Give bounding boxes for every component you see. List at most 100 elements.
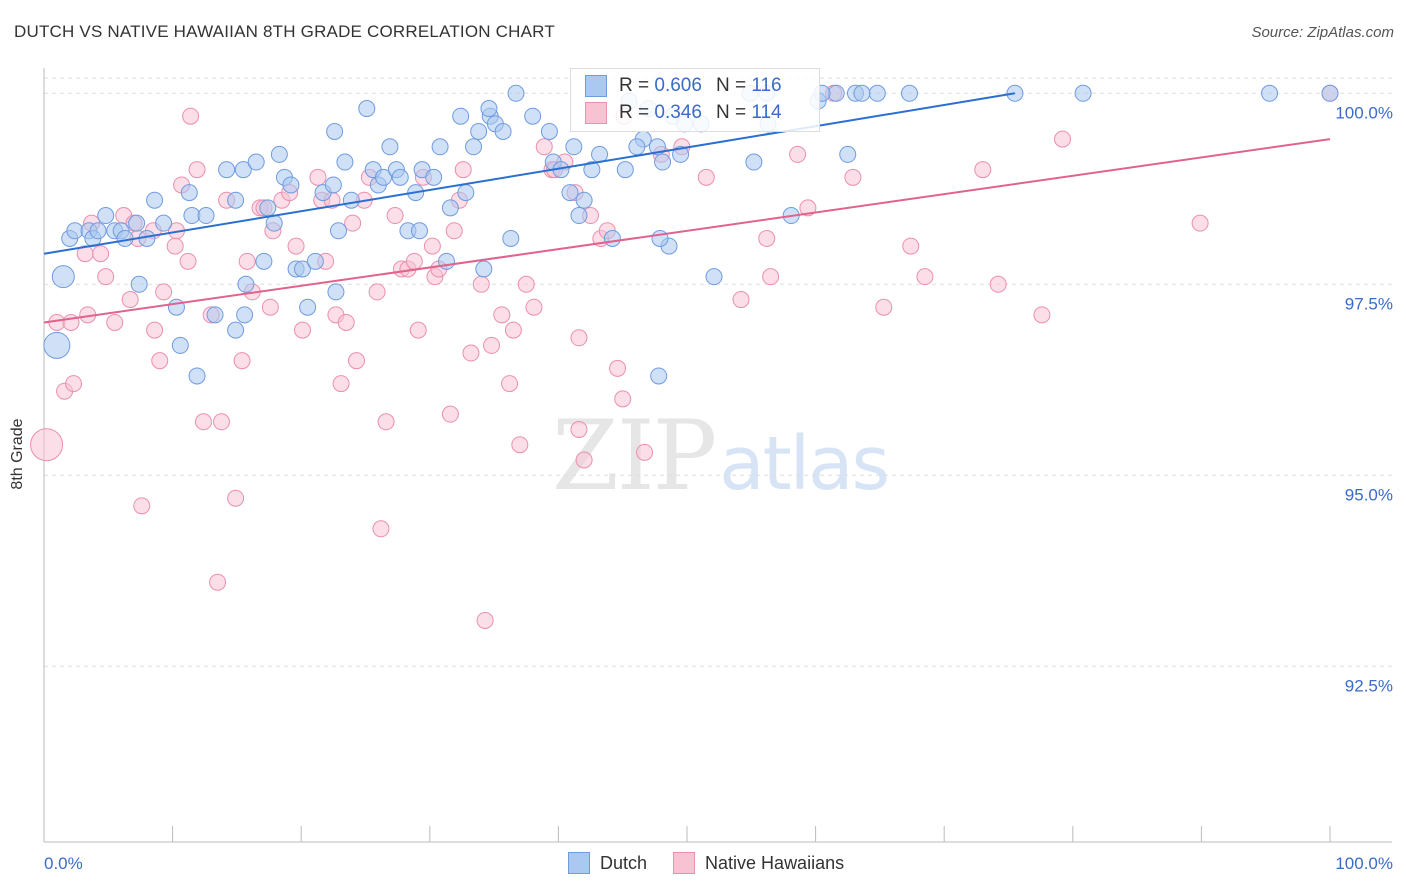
native-hawaiians-point bbox=[372, 520, 390, 538]
native-hawaiians-point bbox=[209, 573, 227, 591]
legend-item-dutch[interactable]: Dutch bbox=[568, 852, 647, 874]
native-hawaiians-point bbox=[441, 405, 459, 423]
native-hawaiians-point bbox=[233, 352, 251, 370]
dutch-point bbox=[97, 207, 115, 225]
dutch-point bbox=[745, 153, 763, 171]
dutch-point bbox=[502, 229, 520, 247]
native-hawaiians-point bbox=[182, 107, 200, 125]
dutch-point bbox=[155, 214, 173, 232]
y-tick-label: 97.5% bbox=[1345, 294, 1393, 313]
dutch-point bbox=[575, 191, 593, 209]
dutch-point bbox=[853, 84, 871, 102]
native-hawaiians-point bbox=[368, 283, 386, 301]
native-hawaiians-point bbox=[732, 291, 750, 309]
native-hawaiians-point bbox=[309, 168, 327, 186]
native-hawaiians-point bbox=[287, 237, 305, 255]
native-hawaiians-point bbox=[146, 321, 164, 339]
dutch-point bbox=[470, 122, 488, 140]
native-hawaiians-point bbox=[194, 413, 212, 431]
native-hawaiians-point bbox=[121, 291, 139, 309]
dutch-point bbox=[227, 191, 245, 209]
dutch-point bbox=[329, 222, 347, 240]
native-r-value: 0.346 bbox=[654, 102, 702, 123]
native-hawaiians-point bbox=[227, 489, 245, 507]
native-hawaiians-point bbox=[97, 268, 115, 286]
trend-lines bbox=[43, 92, 1331, 324]
dutch-point bbox=[465, 138, 483, 156]
native-hawaiians-point bbox=[1033, 306, 1051, 324]
y-axis-label: 8th Grade bbox=[9, 418, 26, 490]
dutch-point bbox=[282, 176, 300, 194]
y-tick-label: 95.0% bbox=[1345, 485, 1393, 504]
dutch-point bbox=[146, 191, 164, 209]
native-hawaiians-point bbox=[697, 168, 715, 186]
dutch-point bbox=[603, 229, 621, 247]
native-hawaiians-points bbox=[30, 84, 1339, 629]
dutch-point bbox=[236, 306, 254, 324]
dutch-point bbox=[128, 214, 146, 232]
stats-legend-dutch: R = 0.606 N = 116 bbox=[585, 74, 796, 98]
dutch-point bbox=[457, 184, 475, 202]
dutch-point bbox=[868, 84, 886, 102]
dutch-point bbox=[324, 176, 342, 194]
dutch-points bbox=[43, 84, 1339, 385]
dutch-n-value: 116 bbox=[751, 75, 782, 96]
native-hawaiians-point bbox=[238, 252, 256, 270]
native-swatch bbox=[585, 102, 607, 124]
native-hawaiians-point bbox=[875, 298, 893, 316]
native-hawaiians-point bbox=[405, 252, 423, 270]
dutch-point bbox=[218, 161, 236, 179]
legend-item-native-hawaiians[interactable]: Native Hawaiians bbox=[673, 852, 844, 874]
native-hawaiians-point bbox=[423, 237, 441, 255]
native-hawaiians-point bbox=[454, 161, 472, 179]
source-label: Source: ZipAtlas.com bbox=[1251, 24, 1394, 41]
native-hawaiians-point bbox=[65, 375, 83, 393]
native-hawaiians-point bbox=[445, 222, 463, 240]
native-hawaiians-point bbox=[758, 229, 776, 247]
tick-labels: 92.5% 95.0% 97.5% 100.0% 0.0% 100.0% bbox=[44, 103, 1393, 873]
native-hawaiians-point bbox=[344, 214, 362, 232]
native-hawaiians-point bbox=[517, 275, 535, 293]
native-legend-label: Native Hawaiians bbox=[705, 852, 845, 873]
dutch-point bbox=[475, 260, 493, 278]
axes bbox=[43, 68, 1392, 843]
native-hawaiians-point bbox=[636, 443, 654, 461]
native-hawaiians-point bbox=[476, 611, 494, 629]
dutch-point bbox=[171, 336, 189, 354]
dutch-point bbox=[270, 145, 288, 163]
native-hawaiians-point bbox=[188, 161, 206, 179]
native-hawaiians-point bbox=[166, 237, 184, 255]
dutch-r-label: R = bbox=[619, 75, 650, 96]
chart-title: DUTCH VS NATIVE HAWAIIAN 8TH GRADE CORRE… bbox=[14, 22, 555, 41]
native-hawaiians-point bbox=[293, 321, 311, 339]
dutch-point bbox=[259, 199, 277, 217]
native-hawaiians-point bbox=[501, 375, 519, 393]
dutch-point bbox=[651, 229, 669, 247]
dutch-point bbox=[381, 138, 399, 156]
watermark-atlas: atlas bbox=[719, 421, 890, 507]
dutch-point bbox=[570, 207, 588, 225]
dutch-point bbox=[411, 222, 429, 240]
dutch-point bbox=[654, 153, 672, 171]
dutch-point bbox=[441, 199, 459, 217]
dutch-point bbox=[839, 145, 857, 163]
native-legend-swatch bbox=[673, 852, 696, 874]
dutch-point bbox=[89, 222, 107, 240]
dutch-point bbox=[540, 122, 558, 140]
dutch-point bbox=[524, 107, 542, 125]
dutch-point bbox=[438, 252, 456, 270]
dutch-r-value: 0.606 bbox=[654, 75, 702, 96]
native-hawaiians-point bbox=[614, 390, 632, 408]
native-hawaiians-point bbox=[570, 329, 588, 347]
dutch-point bbox=[900, 84, 918, 102]
dutch-point bbox=[197, 207, 215, 225]
dutch-point bbox=[255, 252, 273, 270]
dutch-trend-line bbox=[43, 92, 1016, 255]
stats-legend-native: R = 0.346 N = 114 bbox=[585, 101, 796, 125]
native-n-value: 114 bbox=[751, 102, 782, 123]
native-hawaiians-trend-line bbox=[43, 138, 1331, 324]
native-hawaiians-point bbox=[332, 375, 350, 393]
native-hawaiians-point bbox=[789, 145, 807, 163]
native-hawaiians-point bbox=[1191, 214, 1209, 232]
